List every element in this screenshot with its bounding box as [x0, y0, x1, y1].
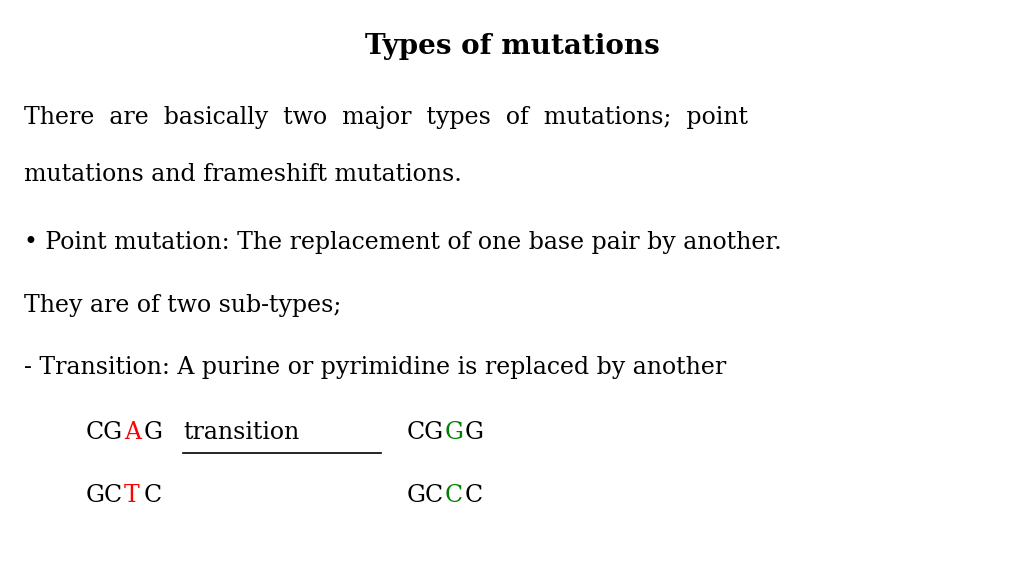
Text: • Point mutation: The replacement of one base pair by another.: • Point mutation: The replacement of one…	[25, 231, 782, 254]
Text: There  are  basically  two  major  types  of  mutations;  point: There are basically two major types of m…	[25, 107, 749, 130]
Text: G: G	[143, 422, 163, 445]
Text: - Transition: A purine or pyrimidine is replaced by another: - Transition: A purine or pyrimidine is …	[25, 356, 727, 379]
Text: T: T	[124, 484, 139, 507]
Text: GC: GC	[407, 484, 443, 507]
Text: Types of mutations: Types of mutations	[365, 33, 659, 59]
Text: G: G	[445, 422, 464, 445]
Text: C: C	[464, 484, 482, 507]
Text: GC: GC	[85, 484, 123, 507]
Text: G: G	[464, 422, 483, 445]
Text: A: A	[124, 422, 141, 445]
Text: transition: transition	[183, 422, 299, 445]
Text: They are of two sub-types;: They are of two sub-types;	[25, 294, 342, 317]
Text: CG: CG	[407, 422, 443, 445]
Text: CG: CG	[85, 422, 123, 445]
Text: C: C	[445, 484, 463, 507]
Text: mutations and frameshift mutations.: mutations and frameshift mutations.	[25, 163, 463, 186]
Text: C: C	[143, 484, 162, 507]
